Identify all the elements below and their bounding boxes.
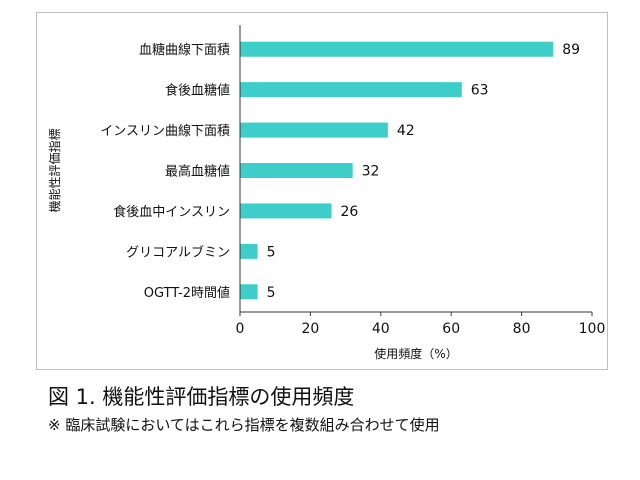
data-label: 89 [562,42,580,58]
data-label: 63 [471,83,489,99]
bar [240,203,332,219]
x-tick-label: 60 [442,321,460,337]
category-label: グリコアルブミン [126,244,230,260]
x-ticks-group: 0 20 40 60 80 100 [236,312,606,337]
bars-group [240,41,554,300]
data-label: 5 [267,285,276,301]
value-labels-group: 89 63 42 32 26 5 5 [267,42,581,301]
category-label: インスリン曲線下面積 [100,123,230,139]
figure-caption: 図 1. 機能性評価指標の使用頻度 [48,385,355,409]
y-axis-title: 機能性評価指標 [47,128,62,212]
bar [240,82,462,98]
x-tick-label: 80 [513,321,531,337]
data-label: 26 [341,204,359,220]
figure-note: ※ 臨床試験においてはこれら指標を複数組み合わせて使用 [48,416,440,434]
category-labels-group: 血糖曲線下面積食後血糖値インスリン曲線下面積最高血糖値食後血中インスリングリコア… [100,42,230,301]
category-label: 食後血糖値 [165,83,230,99]
bar-chart: 血糖曲線下面積食後血糖値インスリン曲線下面積最高血糖値食後血中インスリングリコア… [47,25,606,361]
x-tick-label: 100 [579,321,606,337]
bar [240,41,554,57]
bar [240,122,388,138]
category-label: OGTT-2時間値 [144,285,230,301]
bar [240,284,258,300]
data-label: 5 [267,244,276,260]
data-label: 42 [397,123,415,139]
bar [240,163,353,178]
category-label: 血糖曲線下面積 [139,42,230,58]
x-tick-label: 20 [301,321,319,337]
x-tick-label: 40 [372,321,390,337]
bar [240,243,258,259]
chart-frame: 血糖曲線下面積食後血糖値インスリン曲線下面積最高血糖値食後血中インスリングリコア… [36,12,608,370]
x-axis-title: 使用頻度（%） [374,346,457,361]
category-label: 最高血糖値 [165,164,230,180]
category-label: 食後血中インスリン [113,204,230,220]
data-label: 32 [362,164,380,180]
x-tick-label: 0 [236,321,245,337]
